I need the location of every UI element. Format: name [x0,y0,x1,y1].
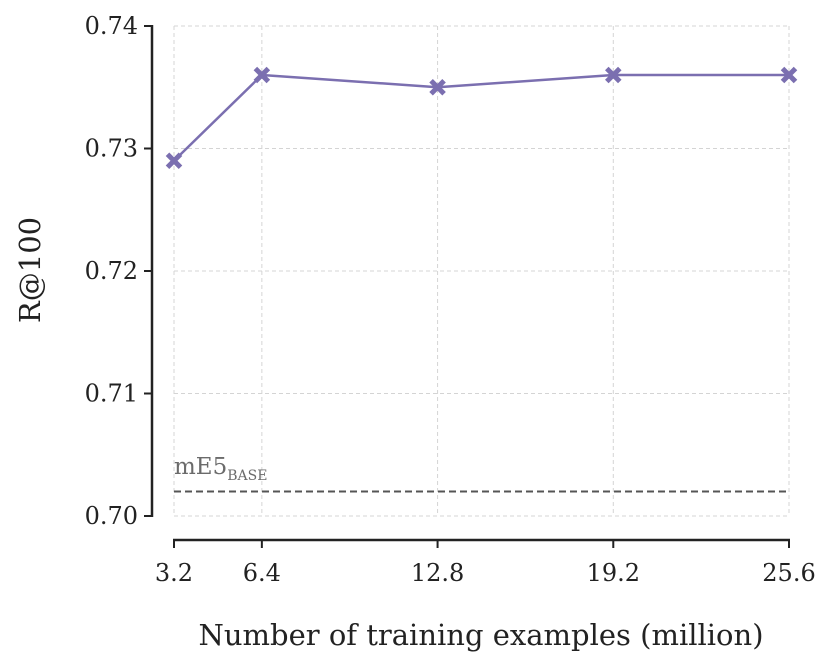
y-axis-title: R@100 [13,217,47,323]
series-group [165,66,798,170]
y-tick-label-4: 0.74 [85,12,138,40]
reference-line-label-sub: BASE [227,468,267,484]
x-tick-label-1: 6.4 [243,559,281,587]
grid [173,25,790,517]
x-tick-label-4: 25.6 [762,559,815,587]
data-point-0-3 [605,66,622,84]
data-point-0-2 [429,78,446,96]
x-tick-label-0: 3.2 [155,559,193,587]
x-tick-label-2: 12.8 [411,559,464,587]
series-line-0 [173,73,789,162]
y-tick-label-1: 0.71 [85,380,138,408]
reference-line-label-main: mE5 [174,454,227,480]
y-tick-label-2: 0.72 [85,257,138,285]
data-point-0-1 [253,66,271,84]
tick-labels: 0.70 0.71 0.72 0.73 0.74 3.2 6.4 12.8 19.2 25.6 [85,12,816,587]
reference-line-label: mE5BASE [174,454,267,484]
x-tick-label-3: 19.2 [587,559,640,587]
axes [144,25,790,548]
x-axis-title: Number of training examples (million) [198,618,763,652]
data-point-0-0 [165,152,183,170]
y-tick-label-0: 0.70 [85,502,138,530]
data-point-0-4 [780,66,798,84]
y-tick-label-3: 0.73 [85,135,138,163]
